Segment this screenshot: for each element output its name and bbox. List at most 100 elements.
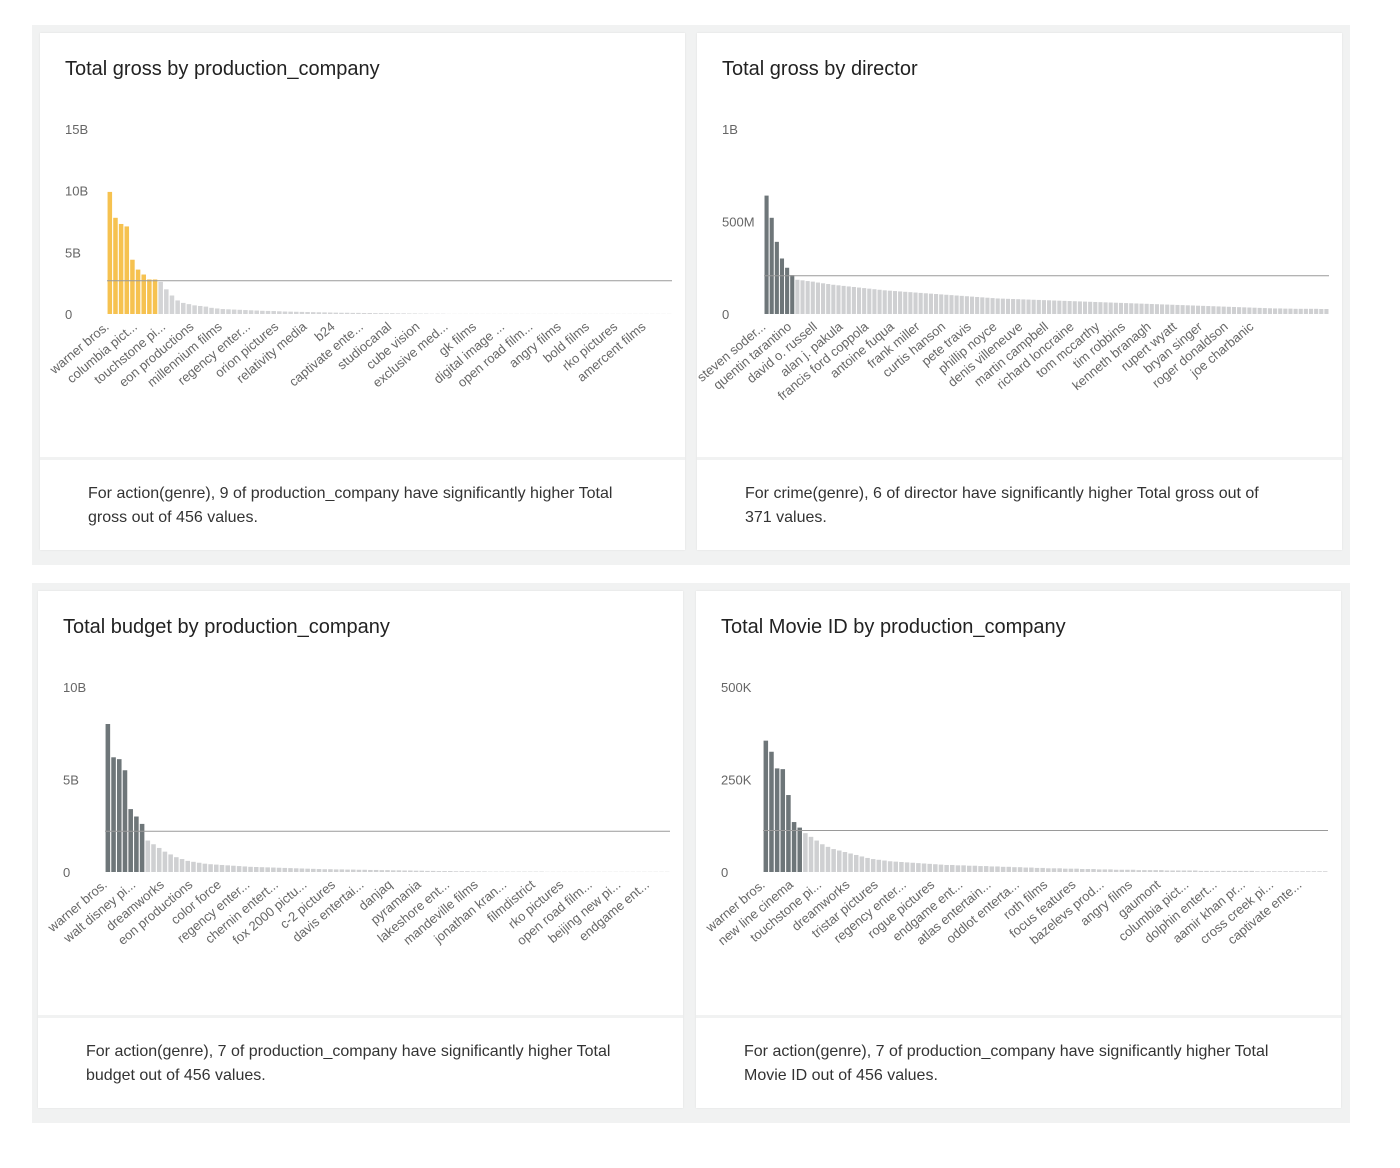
bar: [271, 311, 276, 314]
bar: [1074, 868, 1079, 872]
bar: [156, 847, 162, 872]
bar: [345, 869, 350, 872]
bar: [237, 309, 243, 314]
y-tick-label: 5B: [63, 773, 79, 788]
bar: [944, 294, 949, 314]
bar: [413, 870, 419, 872]
bar: [277, 311, 282, 314]
bar: [254, 310, 259, 314]
bar: [1052, 300, 1057, 314]
bar: [805, 281, 810, 314]
bar: [918, 292, 923, 314]
bar: [139, 823, 145, 872]
insight-caption: For action(genre), 9 of production_compa…: [88, 485, 613, 526]
bar: [764, 195, 769, 314]
bar: [1211, 306, 1216, 314]
bar: [384, 313, 389, 314]
bar: [1298, 308, 1303, 314]
bar: [1159, 870, 1164, 872]
bar: [1046, 868, 1051, 872]
bar: [831, 849, 836, 872]
bar: [1136, 870, 1141, 872]
bar: [1124, 303, 1129, 314]
bar: [955, 865, 961, 872]
bar: [271, 867, 276, 872]
bar: [1098, 302, 1103, 314]
bar: [1129, 303, 1134, 314]
bar: [903, 291, 908, 314]
bar: [288, 311, 293, 314]
bar: [128, 809, 133, 872]
bar: [1154, 304, 1159, 314]
bar: [1300, 871, 1305, 872]
bar: [865, 857, 870, 872]
bar: [333, 312, 339, 314]
bar: [344, 312, 350, 314]
bar: [1288, 308, 1293, 314]
bar: [837, 850, 842, 872]
bar: [1040, 867, 1045, 872]
bar: [785, 267, 790, 314]
bar: [1134, 303, 1139, 314]
bar: [1231, 306, 1237, 314]
bar: [1164, 870, 1170, 872]
bar: [961, 865, 966, 872]
bar: [1283, 308, 1288, 314]
bar: [111, 757, 116, 872]
bar: [1036, 299, 1041, 314]
bar: [790, 275, 795, 314]
bar: [978, 866, 983, 872]
bar: [1041, 300, 1046, 314]
y-tick-label: 0: [65, 307, 72, 322]
bar: [1308, 308, 1314, 314]
bar: [260, 310, 265, 314]
bar: [995, 866, 1000, 872]
bar: [231, 865, 236, 872]
bar: [328, 869, 333, 872]
bar: [1278, 308, 1283, 314]
bar: [259, 867, 265, 872]
bar: [305, 868, 310, 872]
bar: [333, 869, 339, 872]
bar: [1130, 869, 1136, 872]
bar: [482, 871, 487, 872]
bar: [225, 865, 230, 872]
bar: [113, 217, 118, 314]
bar: [356, 869, 362, 872]
bar: [1215, 870, 1221, 872]
bar: [294, 311, 299, 314]
bar: [980, 297, 985, 314]
bar: [1108, 869, 1113, 872]
y-tick-label: 15B: [65, 122, 88, 137]
y-tick-label: 5B: [65, 245, 81, 260]
bar: [944, 864, 949, 872]
bar: [1175, 304, 1180, 314]
bar: [356, 312, 361, 314]
bar: [368, 869, 373, 872]
chart-title: Total gross by production_company: [65, 58, 380, 80]
bar: [226, 309, 231, 314]
bar: [846, 286, 851, 314]
bar: [191, 861, 196, 872]
bar: [327, 312, 333, 314]
bar: [893, 861, 899, 872]
bar: [916, 863, 921, 872]
bar: [1232, 870, 1238, 872]
chart-title: Total gross by director: [722, 58, 918, 80]
bar: [1103, 302, 1108, 314]
bar: [1072, 301, 1077, 314]
bar: [938, 864, 944, 872]
bar: [975, 296, 980, 314]
bar: [939, 294, 944, 314]
bar: [1113, 302, 1118, 314]
bar: [1293, 308, 1298, 314]
bar: [1062, 300, 1067, 314]
bar: [815, 282, 820, 314]
bar: [1067, 301, 1072, 314]
bar: [181, 302, 186, 314]
bar: [848, 853, 853, 872]
bar: [1226, 306, 1231, 314]
bar: [1190, 305, 1195, 314]
bar: [1147, 870, 1153, 872]
bar: [1088, 301, 1093, 314]
